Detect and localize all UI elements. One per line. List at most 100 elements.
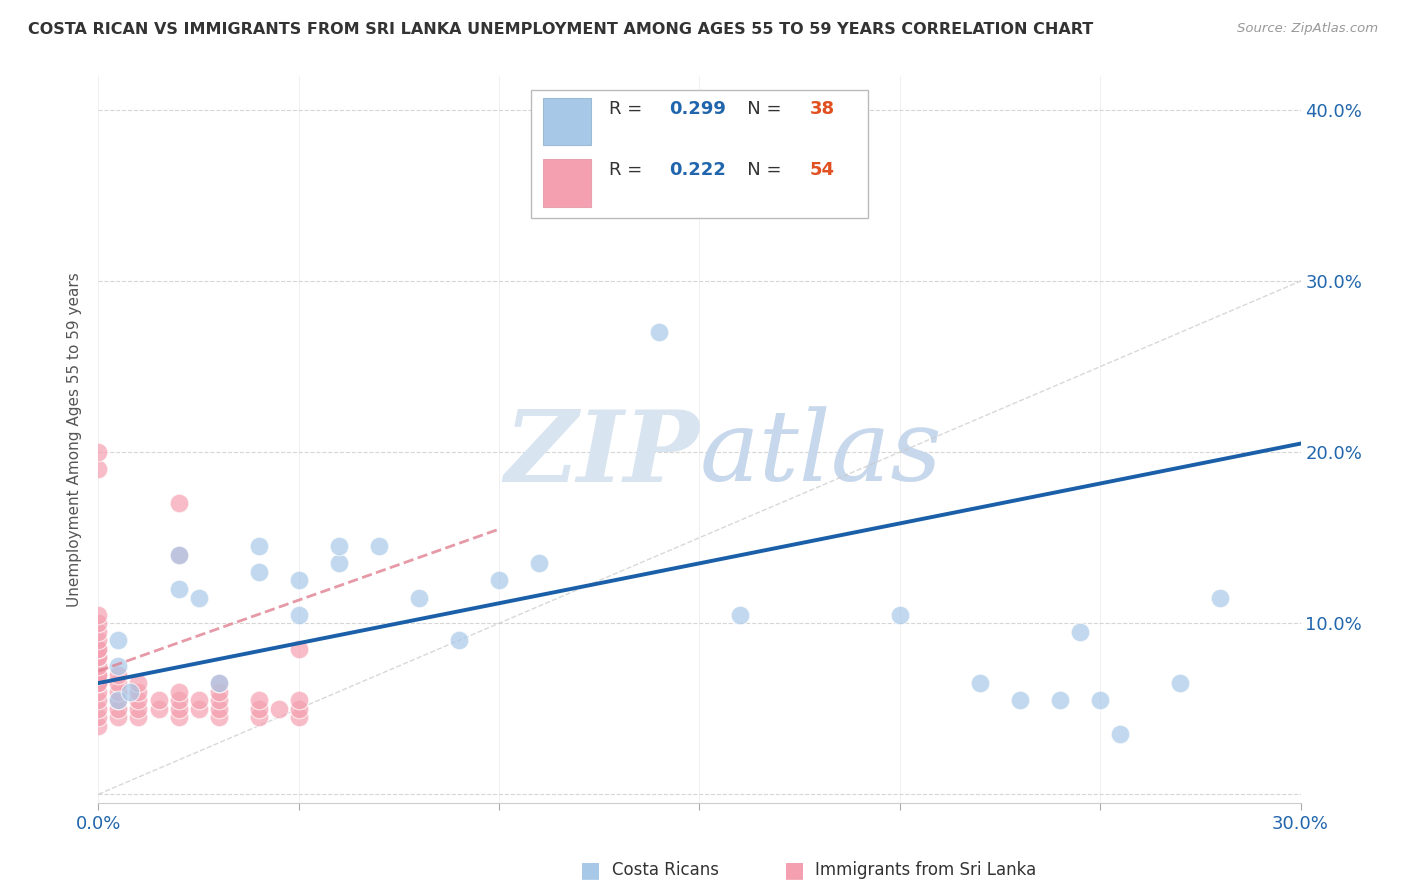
Point: [87, 633, 110, 648]
Text: R =: R =: [609, 100, 648, 118]
Point: [128, 702, 150, 716]
Point: [87, 641, 110, 656]
Point: [87, 667, 110, 681]
Point: [107, 676, 129, 690]
Point: [167, 702, 190, 716]
FancyBboxPatch shape: [543, 160, 592, 207]
Point: [87, 693, 110, 707]
Point: [328, 539, 350, 553]
Point: [148, 693, 170, 707]
Text: N =: N =: [730, 100, 787, 118]
Point: [288, 607, 311, 622]
Point: [288, 574, 311, 588]
Point: [187, 693, 209, 707]
Point: [247, 565, 270, 579]
Point: [208, 693, 231, 707]
Point: [167, 582, 190, 596]
Point: [529, 557, 551, 571]
FancyBboxPatch shape: [531, 90, 868, 218]
Point: [128, 693, 150, 707]
Point: [1109, 727, 1132, 741]
Point: [87, 616, 110, 631]
Point: [87, 650, 110, 665]
Point: [208, 710, 231, 724]
Point: [208, 676, 231, 690]
Point: [247, 710, 270, 724]
Point: [247, 702, 270, 716]
Point: [447, 633, 470, 648]
Point: [107, 684, 129, 698]
Point: [208, 702, 231, 716]
Point: [87, 462, 110, 476]
Point: [288, 702, 311, 716]
Point: [107, 659, 129, 673]
Point: [87, 650, 110, 665]
Point: [1088, 693, 1111, 707]
Point: [969, 676, 991, 690]
Point: [87, 719, 110, 733]
Point: [187, 591, 209, 605]
Point: [1049, 693, 1071, 707]
Text: ZIP: ZIP: [505, 406, 700, 502]
Point: [128, 710, 150, 724]
Point: [648, 326, 671, 340]
Point: [208, 676, 231, 690]
Point: [120, 684, 142, 698]
Text: ■: ■: [581, 860, 600, 880]
Point: [1170, 676, 1192, 690]
Point: [87, 667, 110, 681]
Point: [167, 496, 190, 510]
Point: [167, 548, 190, 562]
Point: [1069, 624, 1091, 639]
Point: [107, 693, 129, 707]
Point: [1010, 693, 1032, 707]
Point: [488, 574, 510, 588]
Text: ■: ■: [785, 860, 804, 880]
Text: COSTA RICAN VS IMMIGRANTS FROM SRI LANKA UNEMPLOYMENT AMONG AGES 55 TO 59 YEARS : COSTA RICAN VS IMMIGRANTS FROM SRI LANKA…: [28, 22, 1094, 37]
Point: [107, 693, 129, 707]
Point: [167, 710, 190, 724]
FancyBboxPatch shape: [543, 97, 592, 145]
Point: [167, 693, 190, 707]
Text: Source: ZipAtlas.com: Source: ZipAtlas.com: [1237, 22, 1378, 36]
Y-axis label: Unemployment Among Ages 55 to 59 years: Unemployment Among Ages 55 to 59 years: [67, 272, 83, 607]
Point: [368, 539, 391, 553]
Point: [187, 702, 209, 716]
Point: [107, 710, 129, 724]
Point: [148, 702, 170, 716]
Point: [107, 667, 129, 681]
Text: 38: 38: [810, 100, 835, 118]
Point: [87, 710, 110, 724]
Point: [87, 659, 110, 673]
Point: [87, 641, 110, 656]
Text: R =: R =: [609, 161, 648, 179]
Point: [208, 684, 231, 698]
Point: [267, 702, 290, 716]
Point: [728, 607, 751, 622]
Point: [87, 624, 110, 639]
Point: [87, 702, 110, 716]
Text: 0.299: 0.299: [669, 100, 727, 118]
Point: [288, 641, 311, 656]
Point: [128, 684, 150, 698]
Point: [1209, 591, 1232, 605]
Point: [87, 676, 110, 690]
Point: [247, 693, 270, 707]
Point: [87, 445, 110, 459]
Point: [167, 548, 190, 562]
Point: [328, 557, 350, 571]
Point: [107, 633, 129, 648]
Text: 54: 54: [810, 161, 835, 179]
Point: [889, 607, 911, 622]
Point: [408, 591, 430, 605]
Point: [288, 693, 311, 707]
Point: [288, 710, 311, 724]
Text: 0.222: 0.222: [669, 161, 727, 179]
Text: Costa Ricans: Costa Ricans: [612, 861, 718, 879]
Point: [609, 188, 631, 202]
Point: [87, 684, 110, 698]
Point: [247, 539, 270, 553]
Text: atlas: atlas: [700, 406, 942, 501]
Point: [107, 702, 129, 716]
Point: [87, 607, 110, 622]
